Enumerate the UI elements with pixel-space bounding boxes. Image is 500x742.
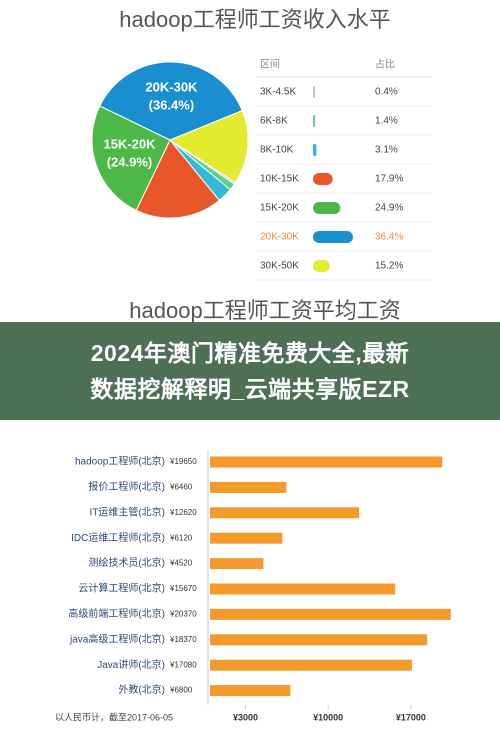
y-tick-label: 外教(北京): [118, 683, 165, 696]
row-value: 3.1%: [375, 145, 398, 156]
pie-slice: [135, 139, 221, 219]
row-bar: [313, 115, 315, 127]
row-bar: [313, 173, 333, 185]
row-category: 15K-20K: [260, 203, 299, 214]
row-category: 10K-15K: [260, 174, 299, 185]
banner-line: 数据挖解释明_云端共享版EZR: [90, 376, 410, 402]
banner-line: 2024年澳门精准免费大全,最新: [90, 340, 410, 366]
row-bar: [313, 260, 330, 272]
row-bar: [313, 144, 317, 156]
bar: [210, 608, 451, 620]
value-label: ¥12620: [169, 508, 197, 517]
bar: [210, 558, 264, 570]
row-category: 20K-30K: [260, 232, 299, 243]
x-tick-label: ¥3000: [233, 712, 258, 722]
value-label: ¥6460: [169, 483, 193, 492]
table-header: 区间: [260, 58, 280, 71]
bar: [210, 583, 396, 595]
y-tick-label: IDC运维工程师(北京): [71, 531, 165, 544]
x-tick-label: ¥17000: [396, 712, 426, 722]
x-tick-label: ¥10000: [313, 712, 343, 722]
row-bar: [313, 86, 315, 98]
bar: [210, 685, 291, 697]
pie-slice: [91, 105, 171, 211]
bar: [210, 659, 412, 671]
row-category: 6K-8K: [260, 116, 288, 127]
value-label: ¥6120: [169, 533, 193, 542]
value-label: ¥4520: [169, 559, 193, 568]
y-tick-label: java高级工程师(北京): [69, 632, 165, 645]
y-tick-label: 高级前端工程师(北京): [68, 607, 165, 620]
value-label: ¥15670: [169, 584, 197, 593]
y-tick-label: Java讲师(北京): [97, 658, 165, 671]
banner: 2024年澳门精准免费大全,最新 数据挖解释明_云端共享版EZR: [0, 322, 500, 420]
slice-label: (24.9%): [107, 155, 153, 170]
row-category: 3K-4.5K: [260, 87, 296, 98]
pie-slice: [99, 61, 243, 141]
slice-label: (36.4%): [149, 98, 195, 113]
chart-title: hadoop工程师工资收入水平: [119, 7, 390, 32]
row-category: 30K-50K: [260, 261, 299, 272]
chart-title: hadoop工程师工资平均工资: [129, 298, 400, 323]
table-header: 占比: [375, 58, 395, 71]
row-value: 15.2%: [375, 261, 403, 272]
y-tick-label: IT运维主管(北京): [89, 505, 165, 518]
slice-category: 20K-30K: [145, 80, 198, 95]
value-label: ¥19650: [169, 457, 197, 466]
row-value: 1.4%: [375, 116, 398, 127]
value-label: ¥6800: [169, 686, 193, 695]
row-value: 17.9%: [375, 174, 403, 185]
y-tick-label: 报价工程师(北京): [88, 480, 165, 493]
value-label: ¥17080: [169, 660, 197, 669]
bar: [210, 481, 287, 493]
note: 以人民币计，截至2017-06-05: [55, 711, 173, 722]
row-bar: [313, 202, 341, 214]
value-label: ¥18370: [169, 635, 197, 644]
y-tick-label: 测绘技术员(北京): [88, 556, 165, 569]
row-value: 36.4%: [375, 232, 403, 243]
y-tick-label: hadoop工程师(北京): [75, 455, 165, 468]
row-value: 24.9%: [375, 203, 403, 214]
slice-category: 15K-20K: [103, 137, 156, 152]
row-value: 0.4%: [375, 87, 398, 98]
pie-slice: [168, 109, 249, 184]
bar: [210, 456, 443, 468]
row-category: 8K-10K: [260, 145, 294, 156]
bar: [210, 507, 360, 519]
y-tick-label: 云计算工程师(北京): [78, 582, 165, 595]
bar: [210, 634, 428, 646]
value-label: ¥20370: [169, 610, 197, 619]
bar: [210, 532, 283, 544]
row-bar: [313, 231, 353, 243]
